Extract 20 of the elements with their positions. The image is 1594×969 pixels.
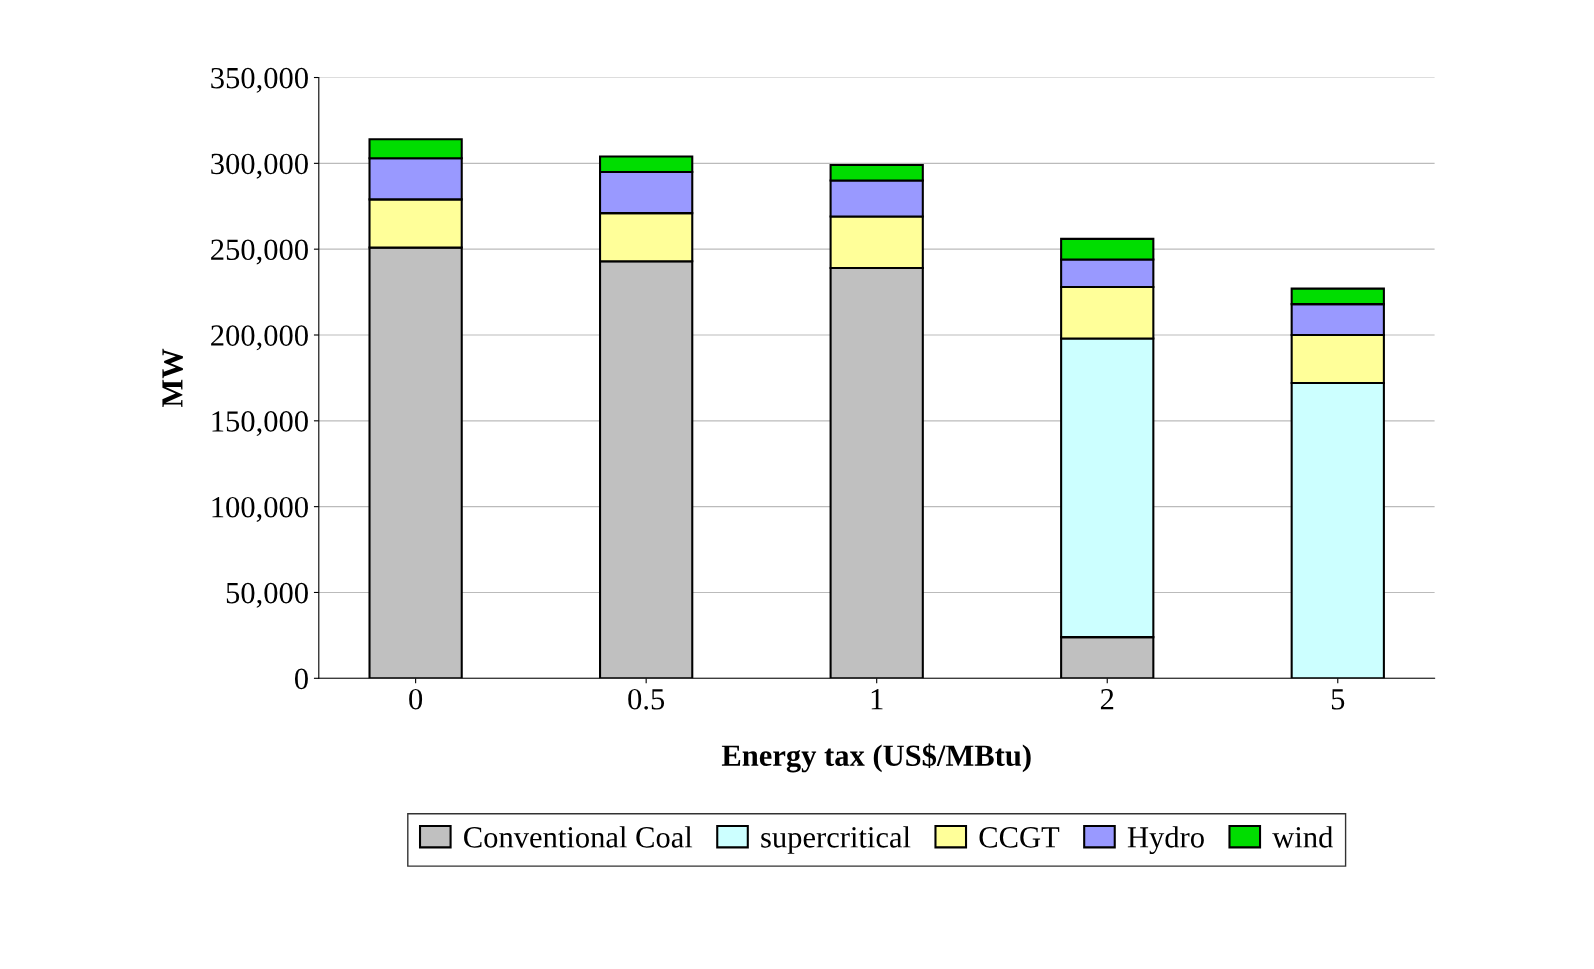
- legend-label: supercritical: [761, 826, 911, 854]
- y-tick-label: 350,000: [211, 67, 308, 93]
- legend-label: CCGT: [979, 827, 1060, 848]
- y-tick-label: 50,000: [226, 582, 308, 608]
- x-tick-label: 1: [871, 689, 883, 710]
- y-tick-label: 200,000: [211, 325, 308, 351]
- x-axis-title: Energy tax (US$/MBtu): [721, 743, 1031, 773]
- legend-label: Conventional Coal: [464, 826, 693, 848]
- legend-label: wind: [1272, 826, 1333, 848]
- y-tick-label: 100,000: [212, 496, 308, 522]
- legend-label: Hydro: [1127, 826, 1204, 854]
- x-tick-label: 5: [1331, 689, 1345, 710]
- y-tick-label: 0: [294, 668, 308, 690]
- x-tick-label: 2: [1100, 688, 1114, 710]
- x-tick-label: 0.5: [628, 688, 665, 710]
- y-tick-label: 300,000: [211, 153, 308, 179]
- y-axis-title: MW: [162, 348, 183, 408]
- y-tick-label: 250,000: [211, 239, 308, 265]
- x-tick-label: 0: [409, 688, 423, 710]
- y-tick-label: 150,000: [212, 411, 308, 437]
